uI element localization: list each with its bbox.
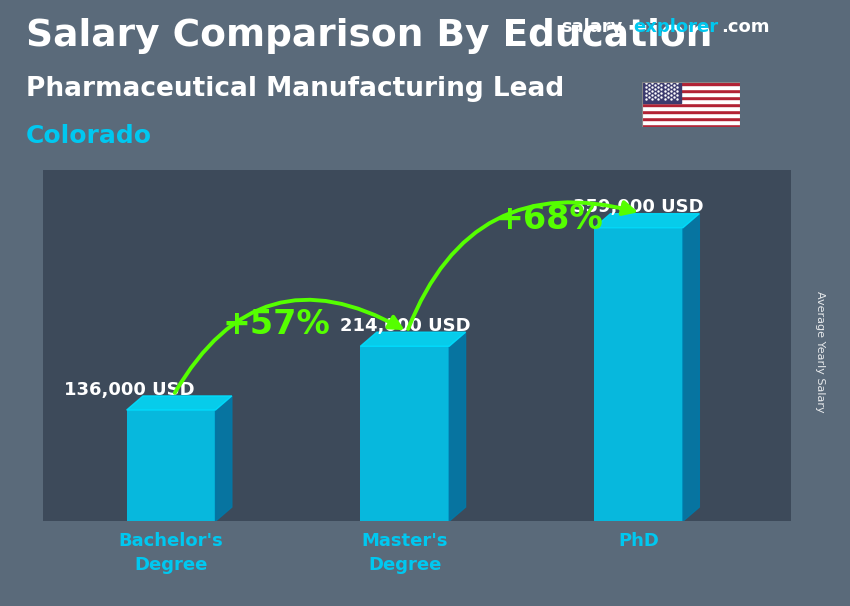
Bar [642,82,740,85]
Bar [642,103,740,106]
Polygon shape [127,396,232,410]
Text: 214,000 USD: 214,000 USD [339,317,470,335]
Polygon shape [449,332,466,521]
Bar [642,85,740,89]
Bar [642,106,740,110]
Polygon shape [215,396,232,521]
Bar [360,346,449,521]
Bar [42,170,790,521]
Polygon shape [360,332,466,346]
Bar [642,96,740,99]
Bar [642,99,740,103]
Text: Salary Comparison By Education: Salary Comparison By Education [26,18,711,54]
Text: 359,000 USD: 359,000 USD [573,198,704,216]
Text: Pharmaceutical Manufacturing Lead: Pharmaceutical Manufacturing Lead [26,76,564,102]
Bar [127,410,216,521]
Polygon shape [683,214,700,521]
Text: Average Yearly Salary: Average Yearly Salary [815,291,825,412]
Bar [642,113,740,117]
Bar [642,117,740,120]
Bar [642,92,740,96]
Bar [642,89,740,92]
Text: +68%: +68% [496,203,604,236]
Bar [594,228,683,521]
Text: 136,000 USD: 136,000 USD [64,381,195,399]
Text: salary: salary [561,18,622,36]
Text: .com: .com [721,18,769,36]
Polygon shape [594,214,700,228]
Text: +57%: +57% [223,308,330,341]
Bar [642,82,681,103]
Text: explorer: explorer [633,18,718,36]
Bar [642,120,740,124]
Bar [642,124,740,127]
Bar [642,110,740,113]
Text: Colorado: Colorado [26,124,151,148]
